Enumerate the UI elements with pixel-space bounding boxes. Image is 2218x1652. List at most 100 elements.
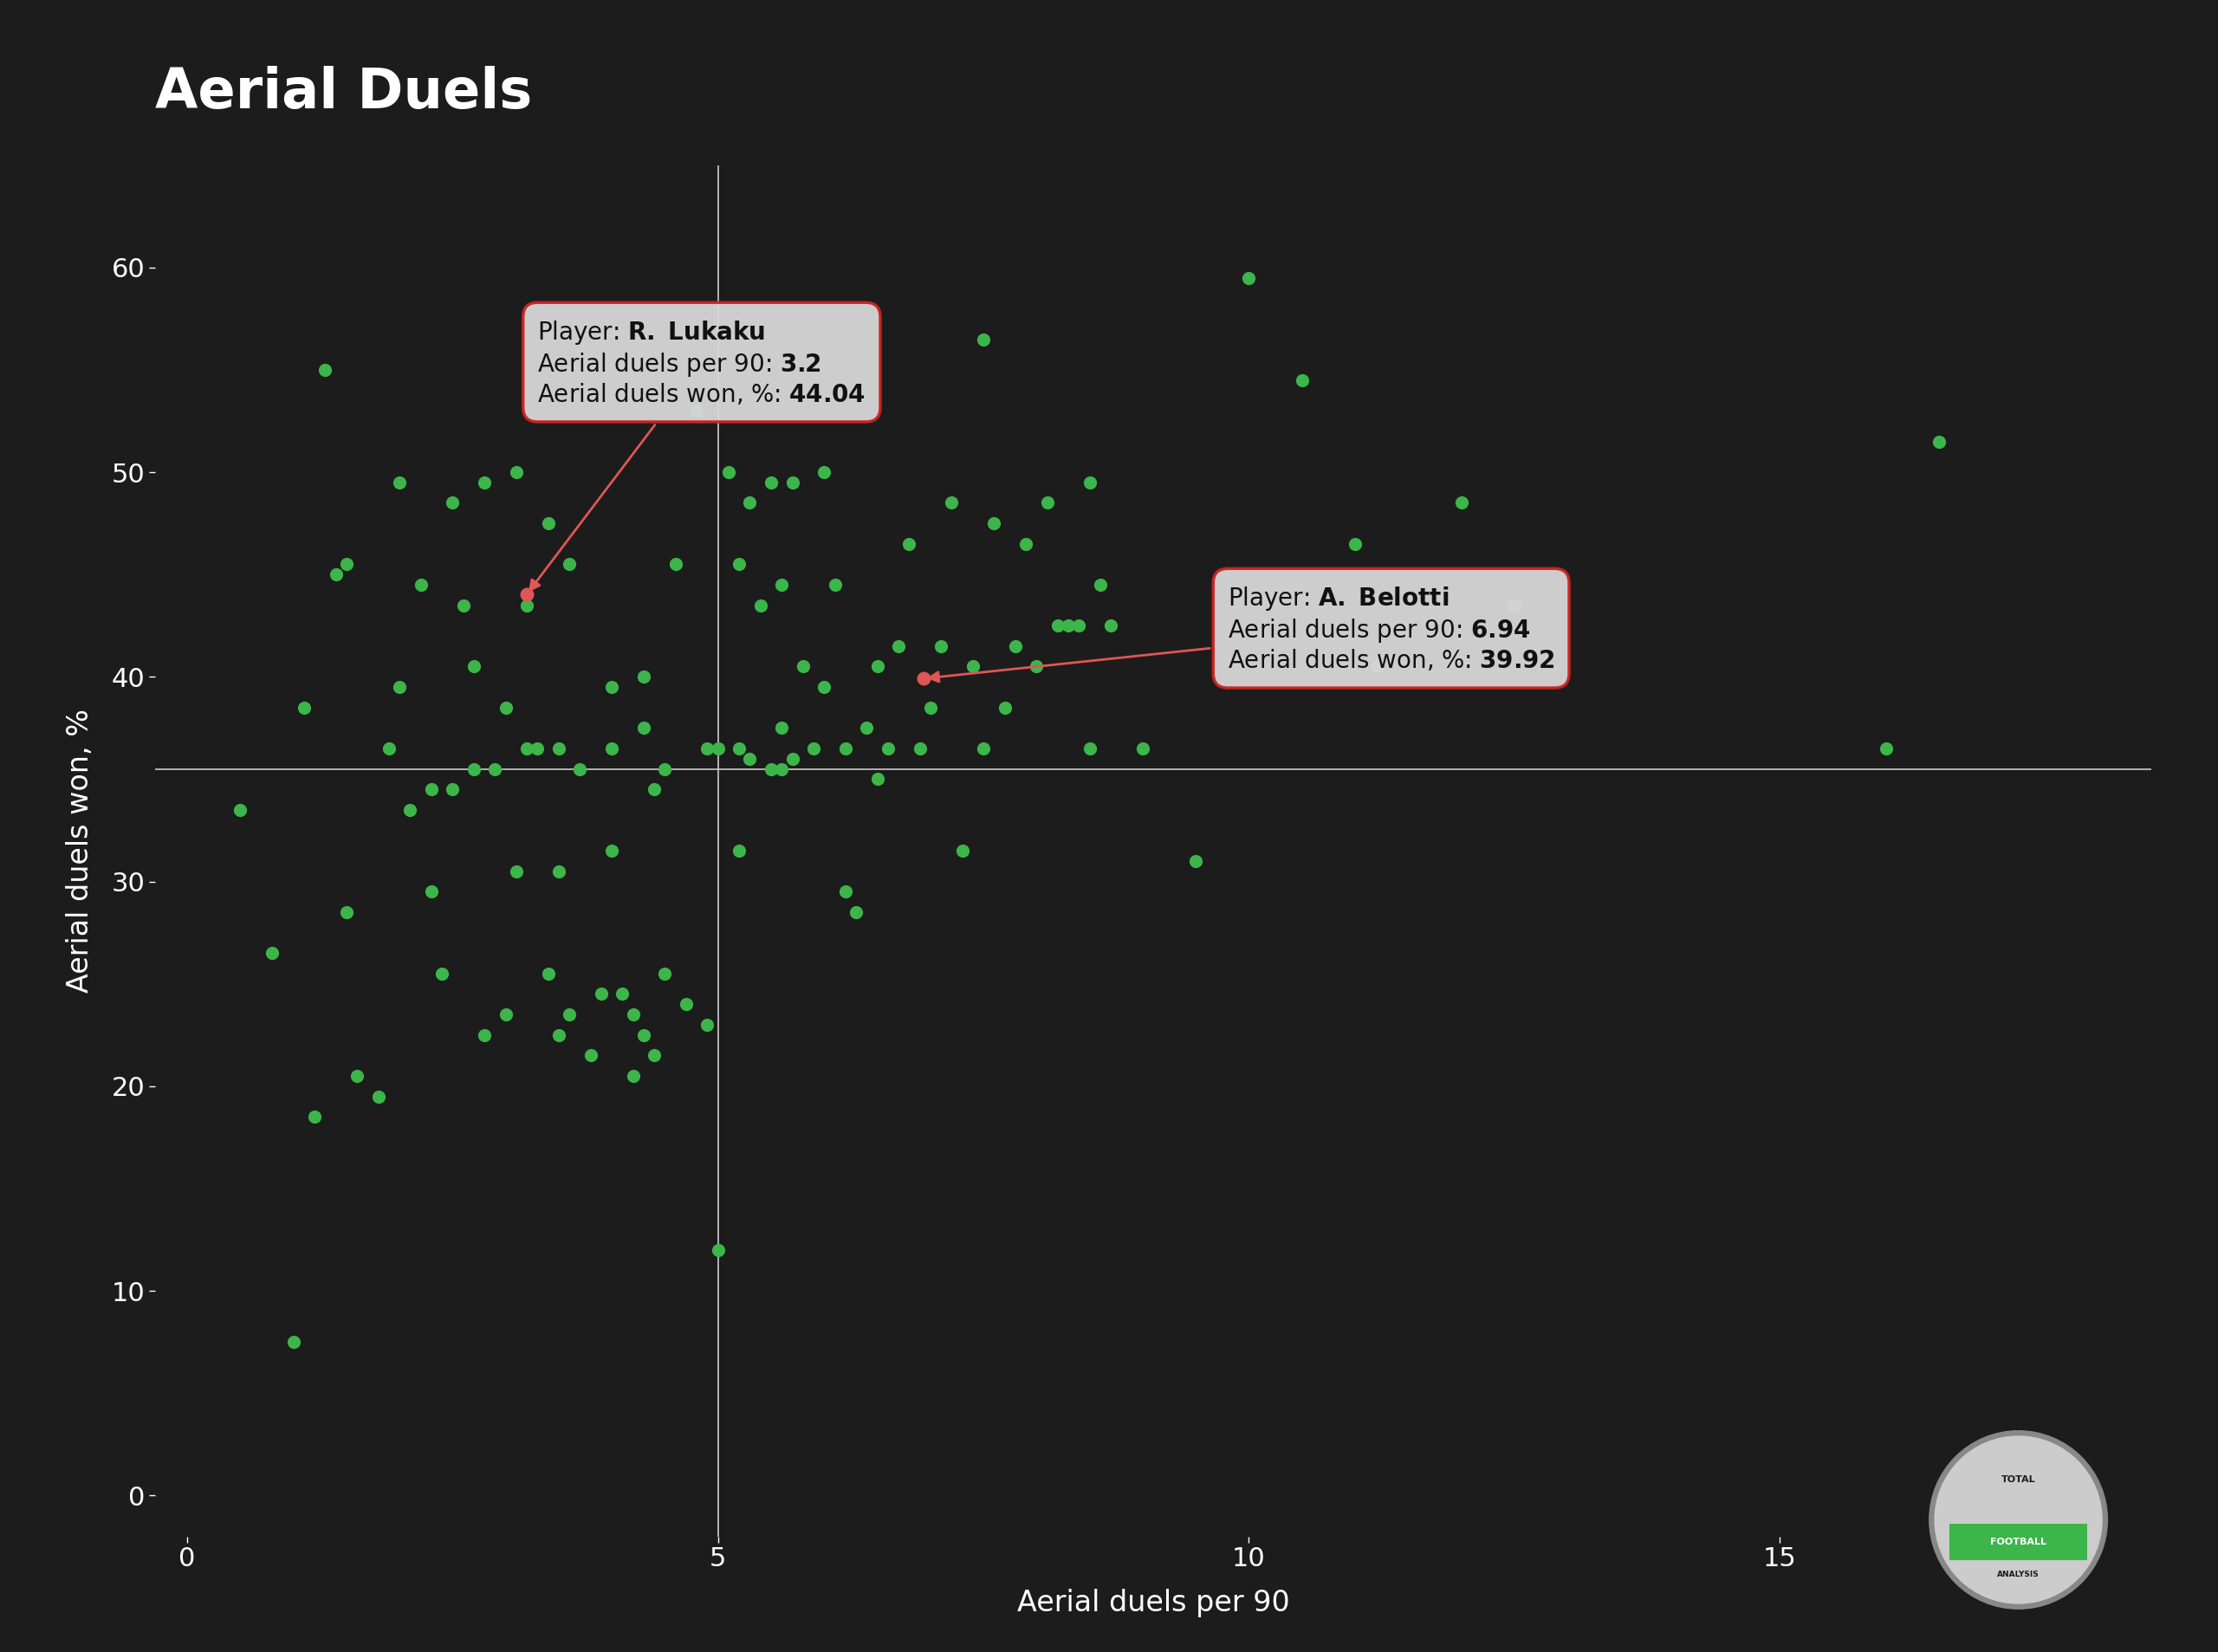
Point	[774, 745, 810, 771]
Point	[754, 469, 790, 496]
Text: Aerial Duels: Aerial Duels	[155, 66, 532, 121]
Point	[275, 1328, 311, 1355]
Point	[912, 694, 947, 720]
Point	[1178, 847, 1213, 874]
Point	[499, 459, 535, 486]
Point	[552, 552, 588, 578]
Point	[1284, 367, 1320, 393]
Point	[625, 715, 661, 742]
Point	[721, 735, 756, 762]
Point	[861, 767, 896, 793]
Point	[519, 735, 554, 762]
Point	[1060, 613, 1096, 639]
Point	[648, 960, 683, 986]
Text: FOOTBALL: FOOTBALL	[1990, 1538, 2047, 1546]
Point	[594, 838, 630, 864]
Point	[488, 1001, 523, 1028]
Point	[838, 899, 874, 925]
Point	[1360, 654, 1395, 681]
Point	[530, 510, 566, 537]
Point	[328, 899, 364, 925]
Point	[881, 633, 916, 659]
Point	[1009, 530, 1045, 557]
Point	[614, 1062, 650, 1089]
Point	[796, 735, 832, 762]
Point	[774, 469, 810, 496]
Point	[404, 572, 439, 598]
Point	[446, 591, 481, 618]
Point	[763, 755, 798, 781]
Point	[435, 776, 470, 803]
Point	[457, 755, 492, 781]
Point	[743, 591, 779, 618]
Point	[561, 755, 597, 781]
Point	[308, 357, 344, 383]
Point	[721, 552, 756, 578]
Point	[690, 735, 725, 762]
Point	[807, 459, 843, 486]
Point	[648, 755, 683, 781]
Point	[907, 666, 943, 692]
Point	[466, 469, 501, 496]
Point	[625, 1021, 661, 1047]
Text: TOTAL: TOTAL	[2001, 1475, 2036, 1483]
Point	[625, 664, 661, 691]
Point	[987, 694, 1022, 720]
Point	[637, 1042, 672, 1069]
Circle shape	[1930, 1431, 2107, 1609]
Point	[721, 838, 756, 864]
X-axis label: Aerial duels per 90: Aerial duels per 90	[1018, 1589, 1289, 1617]
Point	[976, 510, 1011, 537]
Point	[435, 489, 470, 515]
Point	[701, 735, 736, 762]
Point	[572, 1042, 608, 1069]
Point	[861, 654, 896, 681]
Point	[510, 735, 546, 762]
Point	[594, 674, 630, 700]
Point	[413, 879, 448, 905]
Point	[255, 940, 291, 966]
Point	[1868, 735, 1903, 762]
Text: Player: $\bf{R.\ Lukaku}$
Aerial duels per 90: $\bf{3.2}$
Aerial duels won, %: $: Player: $\bf{R.\ Lukaku}$ Aerial duels p…	[530, 319, 865, 590]
Point	[457, 654, 492, 681]
Point	[1051, 613, 1087, 639]
Point	[510, 591, 546, 618]
Point	[690, 1011, 725, 1037]
Point	[1231, 264, 1266, 291]
Point	[424, 960, 459, 986]
Text: ANALYSIS: ANALYSIS	[1996, 1571, 2041, 1578]
Point	[370, 735, 406, 762]
Point	[827, 735, 863, 762]
Point	[732, 489, 767, 515]
Point	[869, 735, 905, 762]
FancyBboxPatch shape	[1950, 1523, 2087, 1559]
Point	[1040, 613, 1076, 639]
Point	[510, 582, 546, 608]
Point	[1337, 530, 1373, 557]
Point	[816, 572, 852, 598]
Point	[763, 715, 798, 742]
Point	[477, 755, 512, 781]
Text: Player: $\bf{A.\ Belotti}$
Aerial duels per 90: $\bf{6.94}$
Aerial duels won, %:: Player: $\bf{A.\ Belotti}$ Aerial duels …	[929, 585, 1555, 682]
Point	[413, 776, 448, 803]
Point	[541, 735, 577, 762]
Point	[807, 674, 843, 700]
Point	[659, 552, 694, 578]
Point	[1029, 489, 1065, 515]
Point	[606, 981, 641, 1008]
Point	[1444, 489, 1479, 515]
Point	[785, 654, 821, 681]
Point	[923, 633, 958, 659]
Point	[732, 745, 767, 771]
Point	[541, 1021, 577, 1047]
Point	[222, 796, 257, 823]
Point	[552, 1001, 588, 1028]
Point	[541, 857, 577, 884]
Point	[945, 838, 980, 864]
Point	[892, 530, 927, 557]
Point	[362, 1084, 397, 1110]
Point	[583, 981, 619, 1008]
Point	[668, 991, 703, 1018]
Point	[530, 960, 566, 986]
Point	[1497, 591, 1533, 618]
